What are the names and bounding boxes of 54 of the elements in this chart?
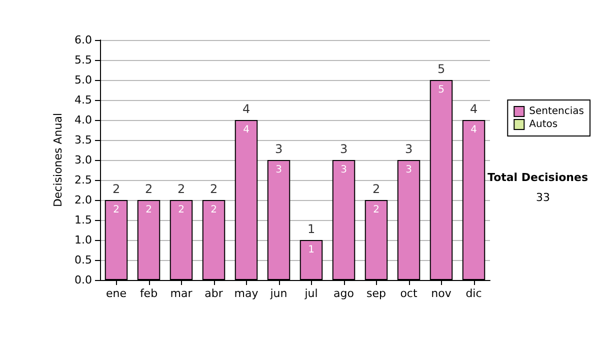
y-tick-label: 6.0 bbox=[74, 34, 92, 46]
data-label: 3 bbox=[340, 164, 347, 176]
total-label: 4 bbox=[242, 102, 250, 116]
data-label: 2 bbox=[210, 204, 217, 216]
total-label: 3 bbox=[274, 142, 283, 156]
y-tick-label: 3.0 bbox=[74, 154, 92, 166]
x-tick-label: ene bbox=[106, 287, 127, 300]
y-tick-label: 1.0 bbox=[74, 234, 92, 246]
x-tick-label: jun bbox=[269, 287, 288, 300]
data-label: 2 bbox=[146, 204, 152, 216]
x-tick-label: may bbox=[234, 287, 259, 300]
data-label: 2 bbox=[113, 204, 120, 216]
x-tick-label: dic bbox=[466, 287, 482, 300]
y-tick-label: 5.5 bbox=[74, 54, 92, 66]
y-tick-label: 1.5 bbox=[74, 214, 92, 226]
x-tick-label: mar bbox=[170, 287, 193, 300]
total-label: 2 bbox=[112, 182, 120, 196]
total-label: 3 bbox=[404, 142, 413, 156]
y-tick-label: 5.0 bbox=[74, 74, 92, 86]
data-label: 1 bbox=[308, 244, 314, 256]
x-tick-label: feb bbox=[140, 287, 158, 300]
y-tick-label: 4.0 bbox=[74, 114, 92, 126]
total-label: 1 bbox=[307, 222, 316, 236]
y-tick-label: 3.5 bbox=[74, 134, 92, 146]
y-tick-label: 2.5 bbox=[74, 174, 92, 186]
total-label: 2 bbox=[372, 182, 380, 196]
y-tick-label: 0.5 bbox=[74, 254, 92, 266]
total-label: 2 bbox=[210, 182, 218, 196]
y-tick-label: 0.0 bbox=[74, 274, 92, 286]
data-label: 4 bbox=[470, 124, 477, 136]
y-tick-label: 2.0 bbox=[74, 194, 92, 206]
x-tick-label: abr bbox=[204, 287, 224, 300]
x-tick-label: sep bbox=[366, 287, 386, 300]
total-label: 5 bbox=[437, 62, 446, 76]
y-tick-label: 4.5 bbox=[74, 94, 92, 106]
x-tick-label: oct bbox=[400, 287, 418, 300]
data-label: 2 bbox=[373, 204, 380, 216]
total-label: 2 bbox=[144, 182, 153, 196]
data-label: 2 bbox=[178, 204, 184, 216]
annotation: Total Decisiones bbox=[488, 171, 588, 184]
total-label: 4 bbox=[470, 102, 478, 116]
y-axis-title: Decisiones Anual bbox=[52, 112, 65, 208]
data-label: 5 bbox=[438, 84, 444, 96]
legend-label: Autos bbox=[529, 119, 558, 130]
legend-label: Sentencias bbox=[529, 106, 584, 117]
text: 33 bbox=[536, 191, 550, 204]
data-label: 4 bbox=[243, 124, 250, 136]
data-label: 3 bbox=[406, 164, 412, 176]
x-tick-label: ago bbox=[334, 287, 354, 300]
x-tick-label: jul bbox=[304, 287, 318, 300]
total-label: 2 bbox=[177, 182, 186, 196]
x-tick-label: nov bbox=[431, 287, 452, 300]
data-label: 3 bbox=[276, 164, 282, 176]
total-label: 3 bbox=[340, 142, 348, 156]
